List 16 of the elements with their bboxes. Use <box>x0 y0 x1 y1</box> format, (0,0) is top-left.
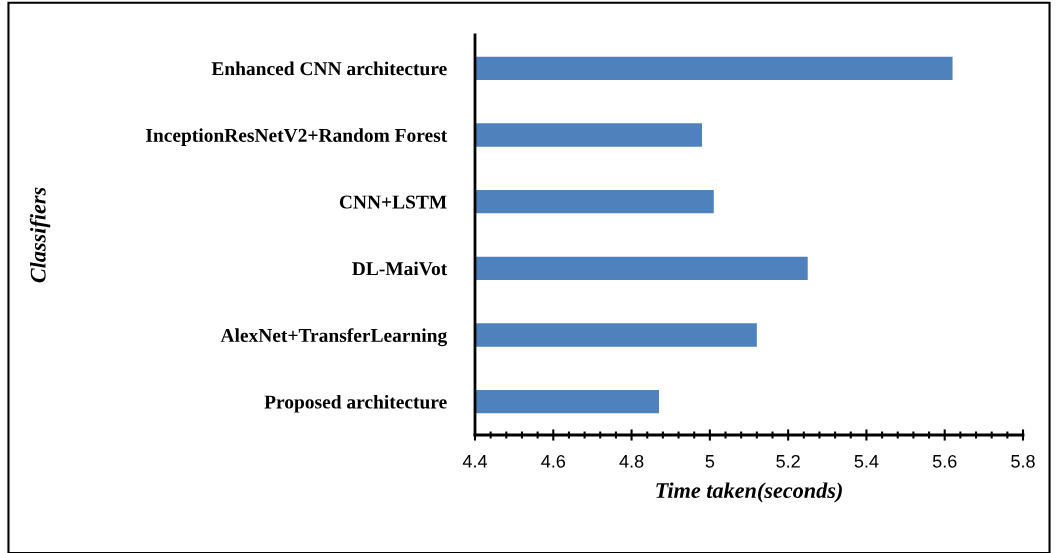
x-tick-label: 4.8 <box>619 454 644 468</box>
x-tick-label: 5.2 <box>776 454 800 468</box>
x-tick-label: 5.4 <box>854 455 879 468</box>
y-axis-title: Classifiers <box>29 187 51 283</box>
y-tick-label: AlexNet+TransferLearning <box>220 328 448 347</box>
x-tick-label: 5.8 <box>1011 454 1035 468</box>
x-tick-label: 4.6 <box>541 454 566 468</box>
x-tick-label: 5.6 <box>932 454 957 468</box>
y-tick-label: InceptionResNetV2+Random Forest <box>146 128 448 146</box>
y-tick-label: Proposed architecture <box>264 394 447 413</box>
x-tick-label: 4.4 <box>462 455 488 468</box>
y-tick-label: DL-MaiVot <box>352 261 448 276</box>
x-axis-title: Time taken(seconds) <box>656 482 842 503</box>
y-tick-label: CNN+LSTM <box>339 195 447 209</box>
x-tick-label: 5 <box>705 455 715 468</box>
y-tick-label: Enhanced CNN architecture <box>211 61 447 76</box>
